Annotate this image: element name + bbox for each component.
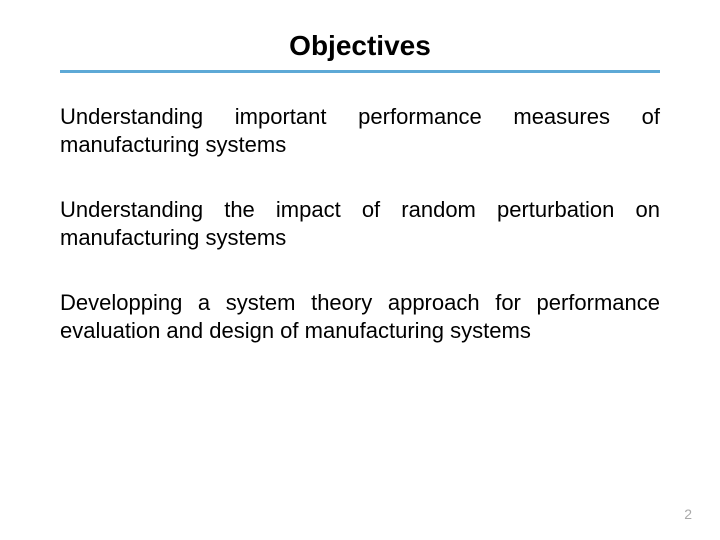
slide-container: Objectives Understanding important perfo… — [0, 0, 720, 540]
paragraph-2: Understanding the impact of random pertu… — [60, 196, 660, 251]
page-number: 2 — [684, 506, 692, 522]
body-text: Understanding important performance meas… — [60, 103, 660, 344]
title-underline — [60, 70, 660, 73]
paragraph-1: Understanding important performance meas… — [60, 103, 660, 158]
slide-title: Objectives — [60, 30, 660, 62]
paragraph-3: Developping a system theory approach for… — [60, 289, 660, 344]
